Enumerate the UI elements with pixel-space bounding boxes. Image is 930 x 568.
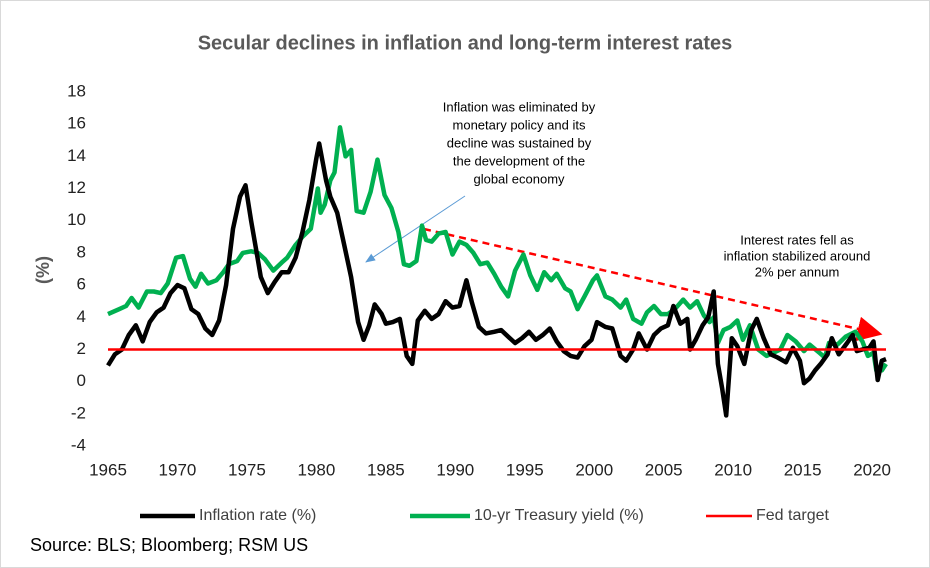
y-tick-label: 12 bbox=[67, 178, 86, 197]
x-tick-label: 2005 bbox=[645, 460, 683, 479]
y-tick-label: -2 bbox=[71, 403, 86, 422]
series-line bbox=[107, 125, 888, 373]
annotation-text: inflation stabilized around bbox=[724, 248, 871, 263]
annotation-text: global economy bbox=[473, 171, 565, 186]
y-tick-label: 10 bbox=[67, 210, 86, 229]
y-tick-label: 2 bbox=[77, 339, 86, 358]
y-tick-label: 8 bbox=[77, 242, 86, 261]
x-tick-label: 2000 bbox=[575, 460, 613, 479]
y-tick-label: 4 bbox=[77, 307, 86, 326]
plot-area bbox=[106, 125, 888, 418]
annotation-text: Inflation was eliminated by bbox=[443, 99, 596, 114]
x-tick-label: 1975 bbox=[228, 460, 266, 479]
legend-label: Fed target bbox=[756, 507, 829, 524]
annotation-arrow bbox=[365, 195, 466, 263]
annotation-text: the development of the bbox=[453, 153, 585, 168]
annotation-text: decline was sustained by bbox=[447, 135, 592, 150]
y-tick-label: 16 bbox=[67, 114, 86, 133]
legend-label: Inflation rate (%) bbox=[199, 507, 316, 524]
y-axis-label: (%) bbox=[33, 256, 53, 284]
annotation-text: Interest rates fell as bbox=[740, 232, 854, 247]
y-tick-label: 18 bbox=[67, 81, 86, 100]
x-tick-label: 2010 bbox=[714, 460, 752, 479]
x-tick-label: 1990 bbox=[436, 460, 474, 479]
x-tick-label: 2015 bbox=[784, 460, 822, 479]
x-tick-label: 2020 bbox=[853, 460, 891, 479]
x-tick-label: 1995 bbox=[506, 460, 544, 479]
y-tick-label: -4 bbox=[71, 435, 86, 454]
source-note: Source: BLS; Bloomberg; RSM US bbox=[30, 535, 308, 555]
chart-title: Secular declines in inflation and long-t… bbox=[198, 32, 733, 54]
y-tick-label: 6 bbox=[77, 275, 86, 294]
y-tick-label: 0 bbox=[77, 371, 86, 390]
legend-label: 10-yr Treasury yield (%) bbox=[474, 507, 644, 524]
y-tick-label: 14 bbox=[67, 146, 86, 165]
trend-arrow bbox=[423, 227, 883, 342]
annotation-text: monetary policy and its bbox=[453, 117, 586, 132]
annotation-text: 2% per annum bbox=[755, 264, 840, 279]
x-tick-label: 1970 bbox=[159, 460, 197, 479]
x-tick-label: 1985 bbox=[367, 460, 405, 479]
x-tick-label: 1965 bbox=[89, 460, 127, 479]
x-tick-label: 1980 bbox=[297, 460, 335, 479]
